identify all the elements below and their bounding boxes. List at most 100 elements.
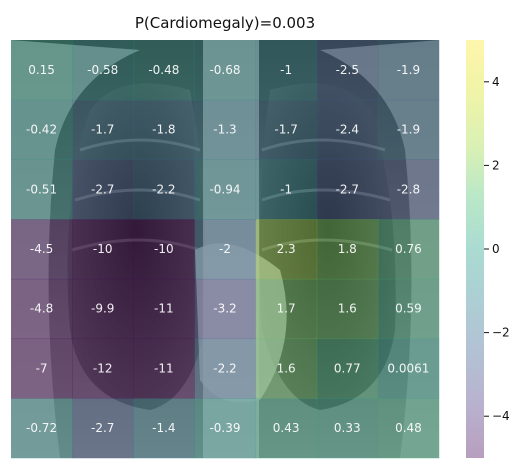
heatmap-cell-r6-c1	[72, 398, 134, 459]
cell-value-r6-c1: -2.7	[91, 421, 114, 435]
heatmap-cell-r5-c1	[72, 338, 134, 399]
heatmap-cell-r4-c5	[316, 278, 379, 340]
cell-value-r0-c2: -0.48	[148, 63, 179, 77]
heatmap-cell-r4-c4	[255, 278, 318, 340]
heatmap-cell-r1-c5	[316, 99, 379, 160]
heatmap-cell-r5-c2	[133, 338, 195, 399]
heatmap-cell-r3-c4	[255, 219, 318, 280]
heatmap-cell-r0-c1	[72, 40, 134, 101]
colorbar-tick-label-3: −2	[492, 326, 510, 340]
cell-value-r3-c0: -4.5	[30, 242, 53, 256]
heatmap-cells	[11, 40, 440, 459]
heatmap-cell-r1-c4	[255, 99, 318, 160]
heatmap-cell-r2-c5	[316, 159, 379, 220]
heatmap-cell-r1-c3	[194, 99, 257, 160]
heatmap-cell-r2-c6	[377, 159, 440, 220]
heatmap-cell-r0-c5	[316, 40, 379, 101]
heatmap-cell-r0-c3	[194, 40, 257, 101]
cell-value-r3-c2: -10	[154, 242, 174, 256]
heatmap-cell-r3-c1	[72, 219, 134, 280]
cell-value-r5-c3: -2.2	[213, 361, 236, 375]
cell-value-r4-c0: -4.8	[30, 302, 53, 316]
heatmap-cell-r2-c3	[194, 159, 257, 220]
heatmap-cell-r5-c3	[194, 338, 257, 399]
cell-value-r4-c6: 0.59	[395, 302, 422, 316]
cell-value-r4-c3: -3.2	[213, 302, 236, 316]
cell-value-r4-c4: 1.7	[277, 302, 296, 316]
heatmap-cell-r0-c6	[377, 40, 440, 101]
heatmap-cell-r6-c5	[316, 398, 379, 459]
cell-value-r3-c3: -2	[219, 242, 231, 256]
heatmap-cell-r6-c0	[11, 398, 73, 459]
heatmap-cell-r6-c2	[133, 398, 195, 459]
cell-value-r6-c0: -0.72	[26, 421, 57, 435]
cell-value-r5-c1: -12	[93, 361, 113, 375]
heatmap-cell-r3-c2	[133, 219, 195, 280]
cell-value-r3-c1: -10	[93, 242, 113, 256]
cell-value-r6-c3: -0.39	[209, 421, 240, 435]
cell-value-r6-c2: -1.4	[152, 421, 175, 435]
cell-value-r1-c3: -1.3	[213, 123, 236, 137]
colorbar-tick-label-4: −4	[492, 409, 510, 423]
heatmap-cell-r4-c2	[133, 278, 195, 340]
cell-value-r6-c5: 0.33	[334, 421, 361, 435]
cell-value-r5-c4: 1.6	[277, 361, 296, 375]
cell-value-r4-c2: -11	[154, 302, 174, 316]
cell-value-r0-c5: -2.5	[336, 63, 359, 77]
chest-xray-image	[11, 40, 439, 458]
heatmap-cell-r2-c2	[133, 159, 195, 220]
heatmap-cell-r5-c4	[255, 338, 318, 399]
cell-value-r2-c5: -2.7	[336, 182, 359, 196]
cell-value-r3-c6: 0.76	[395, 242, 422, 256]
colorbar-tick-label-2: 0	[492, 242, 500, 256]
cell-value-r5-c2: -11	[154, 361, 174, 375]
cell-value-r5-c6: 0.0061	[387, 361, 429, 375]
heatmap-cell-r1-c0	[11, 99, 73, 160]
cell-value-r0-c0: 0.15	[28, 63, 55, 77]
heatmap-cell-r3-c0	[11, 219, 73, 280]
colorbar	[466, 40, 484, 458]
heatmap-cell-r2-c4	[255, 159, 318, 220]
heatmap-cell-labels: 0.15 -0.58 -0.48 -0.68 -1 -2.5 -1.9 -0.42 -1.7 -1…	[26, 63, 429, 435]
heatmap-cell-r4-c1	[72, 278, 134, 340]
heatmap-cell-r3-c6	[377, 219, 440, 280]
cell-value-r4-c5: 1.6	[338, 302, 357, 316]
heatmap-cell-r5-c0	[11, 338, 73, 399]
cell-value-r3-c5: 1.8	[338, 242, 357, 256]
cell-value-r0-c6: -1.9	[397, 63, 420, 77]
cell-value-r3-c4: 2.3	[277, 242, 296, 256]
heatmap-cell-r6-c3	[194, 398, 257, 459]
cell-value-r5-c0: -7	[36, 361, 48, 375]
heatmap-cell-r6-c6	[377, 398, 440, 459]
heatmap-cell-r0-c2	[133, 40, 195, 101]
heatmap-cell-r3-c5	[316, 219, 379, 280]
cell-value-r6-c4: 0.43	[273, 421, 300, 435]
heatmap-cell-r2-c1	[72, 159, 134, 220]
cell-value-r1-c6: -1.9	[397, 123, 420, 137]
heatmap-cell-r2-c0	[11, 159, 73, 220]
heatmap-cell-r3-c3	[194, 219, 257, 280]
heatmap-cell-r5-c6	[377, 338, 440, 399]
cell-value-r2-c4: -1	[280, 182, 292, 196]
colorbar-tick-label-0: 4	[492, 75, 500, 89]
cell-value-r0-c1: -0.58	[87, 63, 118, 77]
cell-value-r0-c3: -0.68	[209, 63, 240, 77]
cell-value-r2-c3: -0.94	[209, 182, 240, 196]
heatmap-cell-r4-c3	[194, 278, 257, 340]
cell-value-r1-c0: -0.42	[26, 123, 57, 137]
cell-value-r1-c5: -2.4	[336, 123, 359, 137]
heatmap-cell-r0-c4	[255, 40, 318, 101]
heatmap-cell-r4-c0	[11, 278, 73, 340]
cell-value-r2-c2: -2.2	[152, 182, 175, 196]
cell-value-r0-c4: -1	[280, 63, 292, 77]
heatmap-cell-r4-c6	[377, 278, 440, 340]
heatmap-cell-r0-c0	[11, 40, 73, 101]
colorbar-tick-label-1: 2	[492, 158, 500, 172]
cell-value-r2-c0: -0.51	[26, 182, 57, 196]
cell-value-r2-c6: -2.8	[397, 182, 420, 196]
cell-value-r1-c4: -1.7	[274, 123, 297, 137]
heatmap-cell-r5-c5	[316, 338, 379, 399]
colorbar-ticks: 4 2 0 −2 −4	[484, 75, 510, 423]
heatmap-cell-r1-c1	[72, 99, 134, 160]
